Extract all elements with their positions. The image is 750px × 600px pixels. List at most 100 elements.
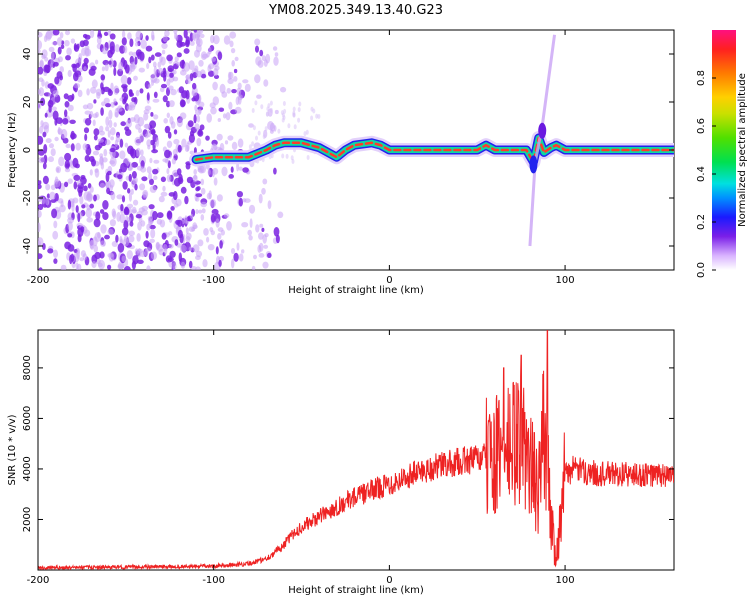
noise-speckle (231, 89, 237, 94)
noise-speckle (90, 30, 95, 38)
noise-speckle (233, 76, 238, 82)
noise-speckle (192, 244, 200, 253)
noise-speckle (86, 88, 90, 96)
noise-speckle (164, 149, 171, 159)
noise-speckle (53, 61, 59, 67)
noise-speckle (206, 236, 210, 243)
noise-speckle (75, 62, 80, 68)
noise-speckle (218, 259, 222, 267)
noise-speckle (100, 240, 106, 247)
noise-speckle (264, 126, 268, 132)
noise-speckle (150, 228, 156, 239)
noise-speckle (195, 186, 200, 192)
noise-speckle (67, 233, 73, 238)
noise-speckle (38, 66, 44, 75)
noise-speckle (92, 119, 96, 127)
noise-speckle (123, 45, 128, 54)
noise-speckle (159, 55, 163, 63)
spectrogram-ytick-label: -40 (22, 238, 33, 254)
noise-speckle (121, 30, 126, 39)
noise-speckle (86, 102, 94, 110)
noise-speckle (67, 104, 74, 112)
noise-speckle (282, 101, 286, 106)
noise-speckle (67, 178, 73, 184)
noise-speckle (84, 118, 92, 126)
noise-speckle (148, 204, 155, 210)
noise-speckle (267, 121, 274, 131)
noise-speckle (155, 137, 160, 147)
noise-speckle (78, 53, 83, 62)
noise-speckle (226, 221, 232, 231)
noise-speckle (218, 107, 225, 112)
noise-speckle (92, 150, 100, 156)
noise-speckle (143, 112, 149, 121)
noise-speckle (200, 187, 206, 195)
noise-speckle (179, 99, 186, 108)
noise-speckle (130, 188, 134, 195)
noise-speckle (290, 155, 294, 161)
noise-speckle (173, 138, 180, 145)
noise-speckle (140, 149, 144, 156)
noise-speckle (48, 104, 52, 113)
noise-speckle (38, 184, 42, 190)
noise-speckle (251, 141, 255, 147)
noise-speckle (83, 127, 90, 134)
noise-speckle (109, 179, 115, 188)
noise-speckle (133, 75, 138, 81)
noise-speckle (79, 195, 84, 205)
noise-speckle (160, 191, 168, 197)
noise-speckle (139, 51, 145, 61)
noise-speckle (297, 107, 301, 113)
noise-speckle (123, 266, 131, 270)
noise-speckle (111, 208, 116, 217)
noise-speckle (149, 224, 156, 230)
noise-speckle (41, 196, 46, 205)
noise-speckle (210, 106, 217, 115)
noise-speckle (125, 119, 132, 128)
noise-speckle (317, 114, 321, 119)
noise-speckle (249, 218, 253, 229)
noise-speckle (179, 244, 187, 252)
noise-speckle (254, 74, 261, 84)
noise-speckle (38, 253, 43, 259)
noise-speckle (263, 79, 269, 87)
noise-speckle (73, 72, 79, 82)
noise-speckle (231, 258, 235, 269)
noise-speckle (174, 239, 179, 246)
noise-speckle (148, 172, 153, 180)
noise-speckle (95, 111, 99, 118)
noise-speckle (238, 253, 244, 262)
noise-speckle (194, 104, 198, 112)
noise-speckle (207, 244, 215, 251)
noise-speckle (184, 144, 190, 152)
noise-speckle (121, 227, 129, 236)
spectrogram-ridge (189, 34, 674, 247)
noise-speckle (315, 113, 319, 119)
noise-speckle (67, 221, 73, 231)
noise-speckle (203, 228, 209, 236)
noise-speckle (166, 112, 170, 119)
spectrogram-noise (38, 30, 321, 270)
noise-speckle (193, 114, 197, 124)
noise-speckle (38, 40, 43, 50)
noise-speckle (185, 227, 189, 234)
noise-speckle (269, 107, 273, 113)
noise-speckle (45, 197, 50, 206)
noise-speckle (109, 45, 115, 55)
noise-speckle (254, 100, 258, 106)
noise-speckle (188, 30, 192, 34)
noise-speckle (177, 229, 183, 239)
ridge-core (194, 136, 674, 164)
colorbar-tick-label: 0.0 (696, 262, 707, 278)
noise-speckle (50, 148, 56, 157)
noise-speckle (71, 63, 77, 69)
noise-speckle (45, 30, 53, 40)
noise-speckle (130, 148, 137, 159)
noise-speckle (57, 198, 64, 204)
noise-speckle (194, 123, 200, 130)
noise-speckle (42, 175, 49, 185)
noise-speckle (63, 93, 69, 100)
noise-speckle (149, 178, 154, 185)
noise-speckle (152, 168, 159, 175)
noise-speckle (104, 139, 111, 146)
